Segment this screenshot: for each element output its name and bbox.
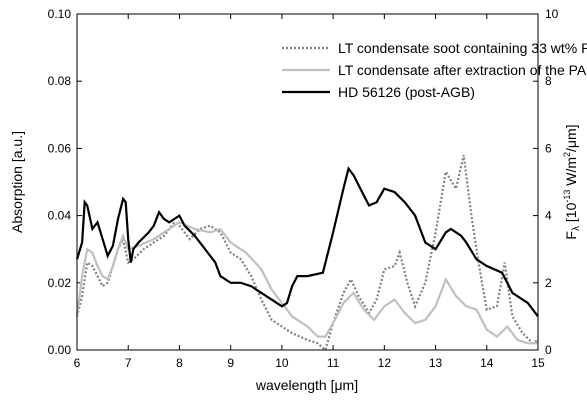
y2-label-part: F (563, 231, 579, 240)
x-tick-label: 6 (74, 356, 81, 370)
y-tick-label: 0.10 (48, 7, 72, 21)
y-tick-label: 0.04 (48, 209, 72, 223)
y-tick-label: 0.00 (48, 343, 72, 357)
y2-label-part: 2 (562, 152, 572, 157)
y2-tick-label: 6 (545, 141, 552, 155)
legend-label: LT condensate soot containing 33 wt% PAH… (338, 40, 587, 56)
legend-label: HD 56126 (post-AGB) (338, 84, 475, 100)
y-tick-label: 0.06 (48, 141, 72, 155)
y-tick-label: 0.02 (48, 276, 72, 290)
x-tick-label: 12 (378, 356, 392, 370)
x-tick-label: 13 (429, 356, 443, 370)
series-line (75, 154, 539, 352)
y2-label-part: W/m (563, 157, 579, 190)
y2-label-part: λ (571, 226, 582, 231)
y2-label-part: /μm] (563, 124, 579, 152)
legend-label: LT condensate after extraction of the PA… (338, 62, 587, 78)
y2-tick-label: 8 (545, 74, 552, 88)
x-tick-label: 8 (176, 356, 183, 370)
y2-label-part: [10 (563, 202, 579, 226)
x-tick-label: 10 (275, 356, 289, 370)
y2-tick-label: 2 (545, 276, 552, 290)
x-tick-label: 9 (227, 356, 234, 370)
series-line (75, 221, 538, 345)
y2-tick-label: 0 (545, 343, 552, 357)
y-axis-label: Absorption [a.u.] (9, 131, 25, 233)
x-tick-label: 14 (480, 356, 494, 370)
plot-frame (76, 13, 539, 351)
series-line (75, 166, 539, 318)
x-tick-label: 7 (125, 356, 132, 370)
y2-label-part: -13 (562, 190, 572, 203)
y2-axis-label: Fλ [10-13 W/m2/μm] (562, 124, 582, 239)
y-tick-label: 0.08 (48, 74, 72, 88)
x-tick-label: 15 (531, 356, 545, 370)
x-axis-label: wavelength [μm] (255, 377, 358, 393)
y2-tick-label: 10 (545, 7, 559, 21)
y2-tick-label: 4 (545, 209, 552, 223)
x-tick-label: 11 (327, 356, 340, 370)
